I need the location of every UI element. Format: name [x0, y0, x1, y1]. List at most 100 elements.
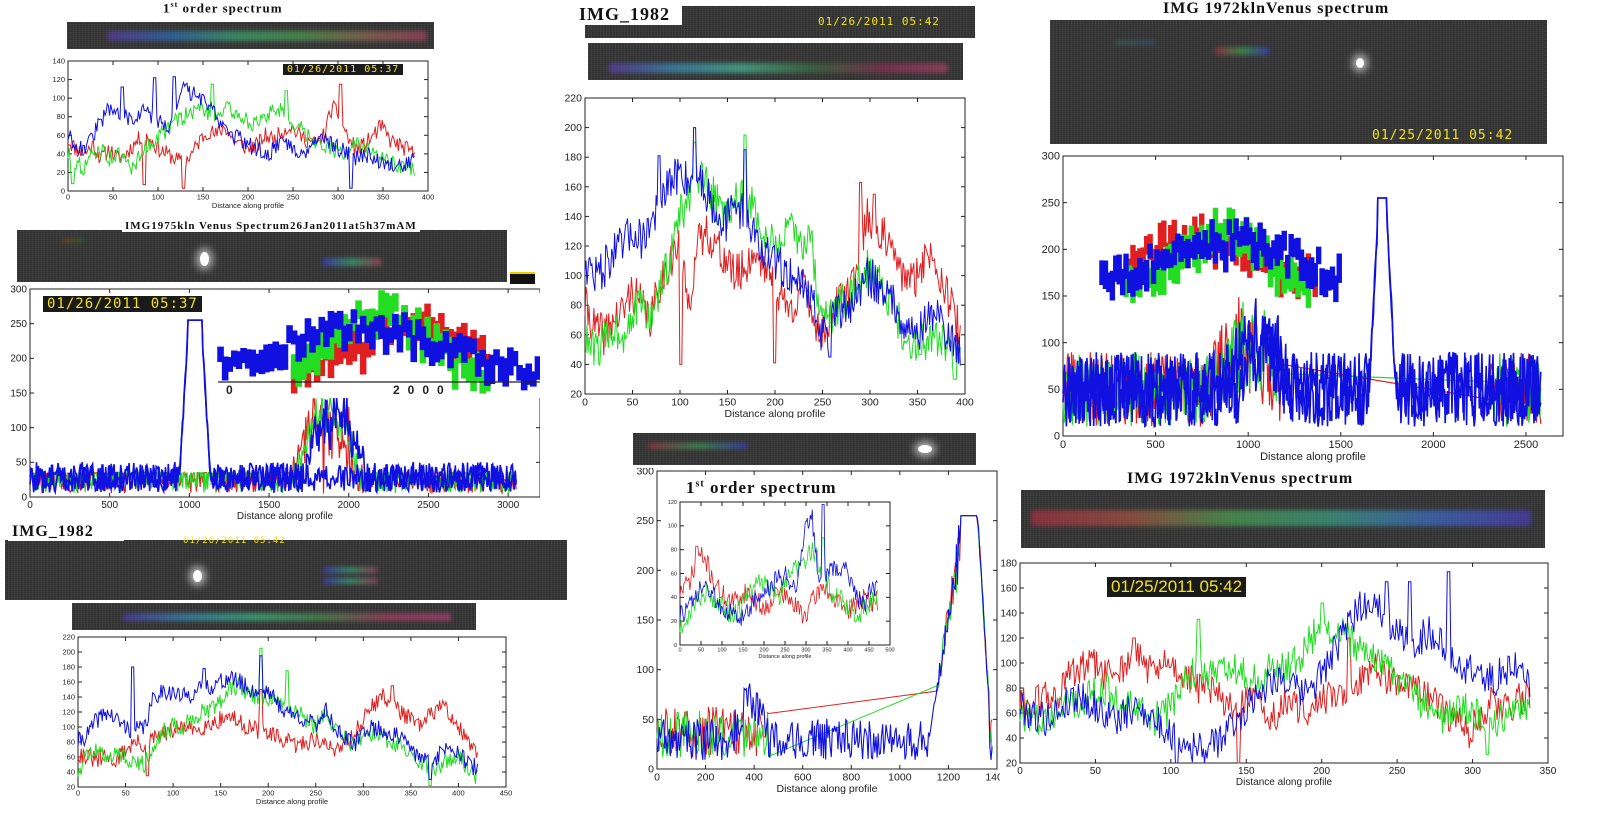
svg-text:1000: 1000	[178, 500, 201, 511]
svg-text:500: 500	[101, 500, 118, 511]
svg-text:400: 400	[452, 789, 465, 798]
svg-text:300: 300	[801, 648, 810, 654]
svg-text:300: 300	[861, 397, 879, 409]
svg-text:800: 800	[843, 772, 861, 784]
panel6-title: IMG 1972klnVenus spectrum	[1163, 0, 1390, 17]
panel1-spectrum-strip	[67, 22, 434, 49]
svg-text:60: 60	[671, 571, 677, 577]
svg-text:200: 200	[10, 354, 27, 365]
svg-text:2000: 2000	[1421, 439, 1445, 451]
svg-text:80: 80	[671, 548, 677, 554]
svg-text:100: 100	[62, 723, 75, 732]
svg-text:160: 160	[564, 181, 582, 193]
svg-text:350: 350	[822, 648, 831, 654]
panel4-spectrum-strip	[588, 43, 963, 80]
svg-text:40: 40	[570, 359, 582, 371]
panel2-title: IMG1975kln Venus Spectrum26Jan2011at5h37…	[122, 220, 420, 232]
svg-text:100: 100	[152, 193, 165, 202]
svg-text:20: 20	[671, 619, 677, 625]
svg-text:0: 0	[1060, 439, 1066, 451]
svg-text:100: 100	[636, 664, 654, 676]
svg-text:200: 200	[1313, 766, 1330, 777]
svg-text:150: 150	[719, 397, 737, 409]
svg-text:250: 250	[780, 648, 789, 654]
svg-text:2500: 2500	[417, 500, 440, 511]
panel2-timestamp: 01/26/2011 05:37	[43, 296, 202, 312]
svg-text:300: 300	[636, 468, 654, 478]
svg-text:40: 40	[1006, 733, 1018, 744]
svg-text:Distance along profile: Distance along profile	[212, 201, 284, 210]
chart-c7: 0 50 100 150 200 250 300 350 20 40 60 80 100 120 140 16…	[1000, 558, 1557, 788]
svg-text:350: 350	[377, 193, 390, 202]
svg-text:350: 350	[909, 397, 927, 409]
svg-text:150: 150	[1238, 766, 1255, 777]
svg-text:180: 180	[564, 152, 582, 164]
svg-text:50: 50	[121, 789, 129, 798]
chart-c4: 0 50 100 150 200 250 300 350 400 20 40 60 80 100 120 14…	[564, 93, 973, 419]
svg-text:0: 0	[61, 187, 65, 196]
svg-text:250: 250	[10, 319, 27, 330]
panel6-image-strip	[1050, 20, 1547, 144]
svg-text:500: 500	[1146, 439, 1164, 451]
svg-text:250: 250	[814, 397, 832, 409]
svg-text:40: 40	[67, 768, 75, 777]
chart-c2: 0 500 1000 1500 2000 2500 30000501001502002503…	[10, 284, 540, 522]
svg-text:180: 180	[62, 663, 75, 672]
svg-text:1000: 1000	[1236, 439, 1260, 451]
panel2-yellow-marker	[510, 272, 535, 284]
panel7-title: IMG 1972klnVenus spectrum	[1127, 470, 1354, 487]
svg-text:600: 600	[794, 772, 812, 784]
svg-text:150: 150	[1042, 291, 1060, 303]
panel1-title: 1st order spectrum	[163, 0, 283, 16]
svg-text:Distance along profile: Distance along profile	[1260, 451, 1366, 463]
svg-text:20: 20	[57, 168, 65, 177]
svg-text:140: 140	[1000, 608, 1017, 619]
svg-text:100: 100	[1163, 766, 1180, 777]
svg-text:40: 40	[671, 595, 677, 601]
svg-text:20: 20	[67, 783, 75, 792]
svg-text:Distance along profile: Distance along profile	[725, 408, 826, 418]
svg-text:250: 250	[1042, 197, 1060, 209]
svg-text:200: 200	[697, 772, 715, 784]
svg-text:150: 150	[10, 388, 27, 399]
svg-text:50: 50	[109, 193, 117, 202]
panel5-title: 1st order spectrum	[686, 478, 837, 497]
svg-text:Distance along profile: Distance along profile	[777, 783, 878, 795]
svg-text:Distance along profile: Distance along profile	[256, 797, 328, 806]
panel3-timestamp: 01/26/2011 05:42	[183, 536, 286, 546]
svg-text:1500: 1500	[258, 500, 281, 511]
svg-text:150: 150	[197, 193, 210, 202]
svg-text:160: 160	[1000, 583, 1017, 594]
svg-text:Distance along profile: Distance along profile	[759, 654, 812, 660]
svg-text:0: 0	[582, 397, 588, 409]
svg-text:150: 150	[214, 789, 227, 798]
chart-c3: 0 50 100 150 200 250 300 350 400 450 20 40 60 80 100 12…	[62, 633, 512, 807]
svg-text:150: 150	[636, 615, 654, 627]
svg-text:80: 80	[1006, 683, 1018, 694]
svg-text:350: 350	[405, 789, 418, 798]
svg-text:350: 350	[1540, 766, 1557, 777]
svg-text:250: 250	[636, 515, 654, 527]
svg-text:200: 200	[242, 193, 255, 202]
svg-text:0: 0	[1017, 766, 1023, 777]
svg-text:50: 50	[642, 714, 654, 726]
svg-text:200: 200	[564, 122, 582, 134]
svg-text:40: 40	[57, 149, 65, 158]
svg-text:140: 140	[52, 57, 65, 66]
panel3-image-strip	[5, 540, 567, 600]
panel7-timestamp: 01/25/2011 05:42	[1107, 577, 1247, 597]
svg-text:120: 120	[564, 241, 582, 253]
svg-text:200: 200	[1042, 244, 1060, 256]
svg-text:220: 220	[564, 93, 582, 105]
svg-text:50: 50	[698, 648, 704, 654]
svg-text:100: 100	[52, 94, 65, 103]
svg-text:60: 60	[57, 131, 65, 140]
svg-text:450: 450	[864, 648, 873, 654]
svg-text:100: 100	[668, 524, 677, 530]
svg-text:60: 60	[1006, 708, 1018, 719]
svg-text:300: 300	[332, 193, 345, 202]
chart-c5-inset: 0 50 100 150 200 250 300 350 400 450 500 0 20 40 60 80 1…	[668, 500, 895, 660]
svg-text:Distance along profile: Distance along profile	[237, 511, 334, 522]
svg-text:100: 100	[671, 397, 689, 409]
svg-text:100: 100	[10, 423, 27, 434]
